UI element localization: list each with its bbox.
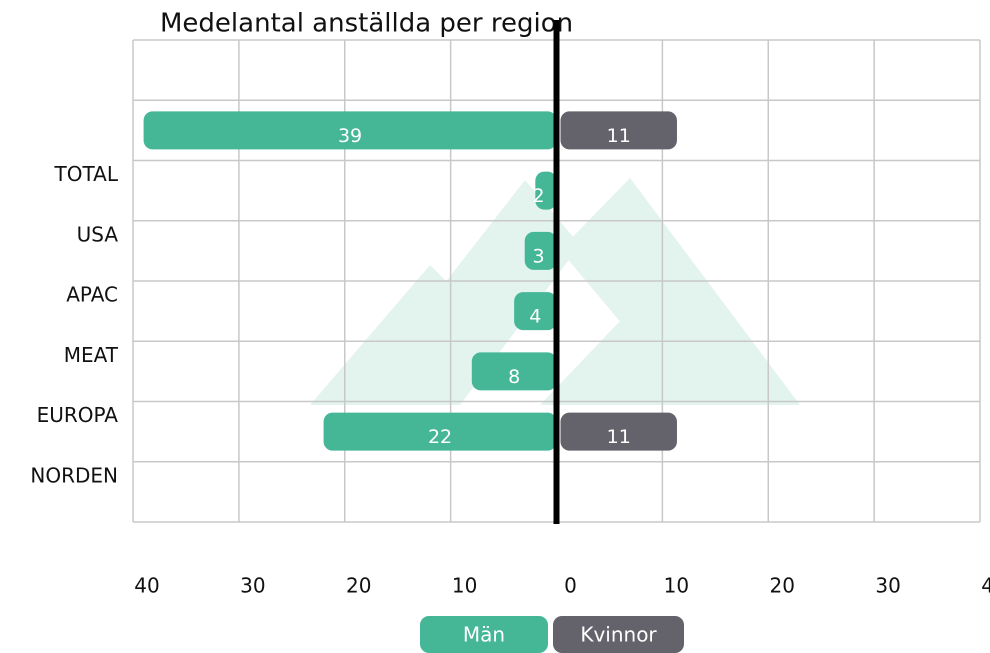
value-label: 39 xyxy=(338,125,362,147)
x-tick-label: 20 xyxy=(770,574,795,598)
y-tick-label: EUROPA xyxy=(37,403,119,427)
bar xyxy=(560,111,677,150)
value-label: 4 xyxy=(529,306,541,328)
value-label: 11 xyxy=(607,426,631,448)
legend-label: Kvinnor xyxy=(580,623,657,647)
watermark xyxy=(310,178,800,405)
bar xyxy=(323,412,557,451)
bar xyxy=(524,231,557,270)
y-tick-label: NORDEN xyxy=(30,463,118,487)
x-tick-label: 40 xyxy=(981,574,990,598)
bar xyxy=(143,111,557,150)
bar xyxy=(514,292,557,331)
value-label: 8 xyxy=(508,366,520,388)
legend-label: Män xyxy=(463,623,505,647)
x-tick-label: 40 xyxy=(134,574,159,598)
value-label: 2 xyxy=(532,185,544,207)
bar xyxy=(471,352,557,391)
legend-swatch xyxy=(420,616,548,653)
bar xyxy=(535,171,557,210)
y-tick-label: TOTAL xyxy=(54,162,119,186)
y-tick-label: MEAT xyxy=(64,343,119,367)
x-tick-label: 0 xyxy=(564,574,577,598)
x-tick-label: 30 xyxy=(240,574,265,598)
legend-swatch xyxy=(553,616,684,653)
x-tick-label: 10 xyxy=(452,574,477,598)
chart-title: Medelantal anställda per region xyxy=(160,9,573,39)
y-tick-label: USA xyxy=(77,222,119,246)
y-tick-label: APAC xyxy=(66,283,118,307)
value-label: 3 xyxy=(532,245,544,267)
value-label: 11 xyxy=(607,125,631,147)
x-tick-label: 20 xyxy=(346,574,371,598)
x-tick-label: 10 xyxy=(664,574,689,598)
bar xyxy=(560,412,677,451)
x-tick-label: 30 xyxy=(875,574,900,598)
value-label: 22 xyxy=(428,426,452,448)
